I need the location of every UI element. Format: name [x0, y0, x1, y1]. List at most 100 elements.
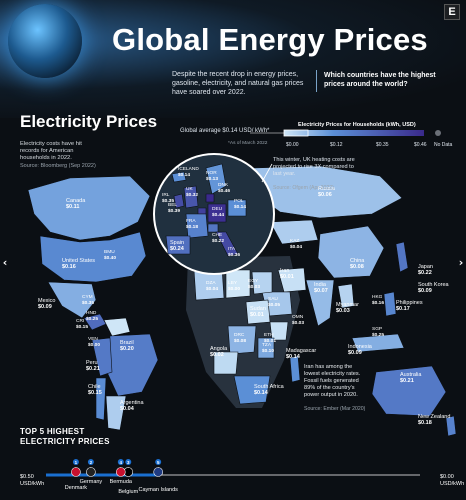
label-value-drc: $0.08 [234, 338, 246, 344]
label-mexico: Mexico$0.09 [38, 298, 55, 310]
label-value-new-zealand: $0.18 [418, 420, 432, 426]
label-bmu: BMU$0.40 [104, 249, 116, 261]
region-india [305, 279, 335, 327]
label-value-cym: $0.35 [82, 300, 94, 306]
region-spain [165, 235, 191, 255]
section-source: Source: Bloomberg (Sep 2022) [20, 163, 96, 169]
label-name-drc: DRC [234, 332, 245, 338]
legend-title: Electricity Prices for Households (kWh, … [298, 122, 416, 128]
label-name-indonesia: Indonesia [348, 344, 373, 350]
label-value-lby: $0.00 [228, 286, 240, 292]
label-value-sudan: $0.01 [250, 312, 264, 318]
label-name-south-africa: South Africa [254, 384, 285, 390]
label-value-omn: $0.03 [292, 320, 304, 326]
region-australia [371, 365, 447, 417]
label-value-bel: $0.39 [168, 208, 180, 214]
label-eth: ETH$0.01 [264, 332, 276, 344]
top5-name-denmark: Denmark [65, 485, 88, 491]
top5-axis-left-label: $0.50 [20, 474, 34, 480]
label-bel: BEL$0.39 [168, 202, 180, 214]
top5-title-line1: TOP 5 HIGHEST [20, 427, 85, 436]
region-drc [227, 325, 257, 355]
top5-rank-badge-belgium [125, 459, 132, 465]
label-name-iceland: ICELAND [178, 166, 199, 172]
label-value-cri: $0.15 [76, 324, 88, 330]
label-value-kaz: $0.04 [290, 244, 302, 250]
top5-chart: $0.50USD/kWh$0.00USD/kWh1Denmark2Germany… [20, 459, 464, 495]
label-name-nor: NOR [206, 170, 217, 176]
region-che [207, 223, 219, 233]
label-value-ven: $0.00 [88, 342, 100, 348]
label-value-bmu: $0.40 [104, 255, 116, 261]
section-title: Electricity Prices [20, 112, 158, 131]
label-name-sau: SAU [268, 296, 278, 302]
label-angola: Angola$0.02 [210, 346, 228, 358]
label-australia: Australia$0.21 [400, 372, 422, 384]
label-value-sgp: $0.25 [372, 332, 384, 338]
label-value-china: $0.08 [350, 264, 364, 270]
label-value-irl: $0.35 [162, 198, 174, 204]
prev-arrow-icon[interactable]: ‹ [2, 256, 8, 269]
label-irl: IRL$0.35 [162, 192, 174, 204]
label-value-canada: $0.11 [66, 204, 79, 210]
label-value-iceland: $0.14 [178, 172, 190, 178]
label-name-mexico: Mexico [38, 298, 55, 304]
label-value-iran: $0.01 [280, 274, 294, 280]
top5-name-cayman-islands: Cayman Islands [138, 487, 178, 493]
label-name-irl: IRL [162, 192, 170, 198]
region-south-africa [233, 375, 271, 405]
label-ven: VEN$0.00 [88, 336, 100, 348]
label-value-sau: $0.05 [268, 302, 280, 308]
region-irl [173, 193, 185, 209]
label-name-lby: LBY [228, 280, 238, 286]
label-value-mexico: $0.09 [38, 304, 52, 310]
label-value-brazil: $0.20 [120, 346, 134, 352]
label-japan: Japan$0.22 [418, 264, 433, 276]
legend-tick-3: $0.46 [414, 142, 427, 148]
next-arrow-icon[interactable]: › [458, 256, 464, 269]
region-ven [103, 317, 131, 337]
hero-banner [0, 0, 466, 118]
label-drc: DRC$0.08 [234, 332, 246, 344]
region-deu [207, 203, 227, 223]
top5-rank-belgium: 3 [127, 460, 130, 465]
region-canada [27, 175, 151, 241]
label-name-chile: Chile [88, 384, 101, 390]
region-japan [395, 241, 409, 273]
top5-flag-germany [86, 467, 96, 477]
label-argentina: Argentina$0.04 [120, 400, 144, 412]
region-peru [91, 337, 113, 377]
label-value-south-africa: $0.14 [254, 390, 269, 396]
region-lby [225, 269, 251, 299]
label-value-tza: $0.10 [262, 348, 274, 354]
label-value-hnd: $0.25 [86, 316, 98, 322]
label-value-eth: $0.01 [264, 338, 276, 344]
label-south-korea: South Korea$0.09 [418, 282, 450, 294]
label-name-pol: POL [234, 198, 244, 204]
region-china [317, 225, 385, 279]
globe-icon [8, 4, 82, 78]
label-canada: Canada$0.11 [66, 198, 86, 210]
label-name-sudan: Sudan [250, 306, 266, 312]
header-divider [316, 70, 317, 92]
legend-no-data-swatch [435, 130, 441, 136]
top5-range-bar [46, 473, 159, 477]
label-name-dza: DZA [206, 280, 216, 286]
label-name-bel: BEL [168, 202, 177, 208]
region-iran [277, 267, 307, 293]
label-name-new-zealand: New Zealand [418, 414, 450, 420]
label-value-deu: $0.44 [212, 212, 224, 218]
label-dnk: DNK$0.46 [218, 182, 230, 194]
top5-flag-cayman-islands [153, 467, 163, 477]
label-cri: CRI$0.15 [76, 318, 88, 330]
top5-rank-badge-germany [87, 459, 94, 465]
label-new-zealand: New Zealand$0.18 [418, 414, 450, 426]
label-name-myanmar: Myanmar [336, 302, 359, 308]
label-value-indonesia: $0.09 [348, 350, 362, 356]
label-name-brazil: Brazil [120, 340, 134, 346]
label-name-deu: DEU [212, 206, 223, 212]
top5-name-bermuda: Bermuda [110, 479, 133, 485]
label-value-egy: $0.03 [248, 284, 260, 290]
region-bel [197, 207, 207, 215]
